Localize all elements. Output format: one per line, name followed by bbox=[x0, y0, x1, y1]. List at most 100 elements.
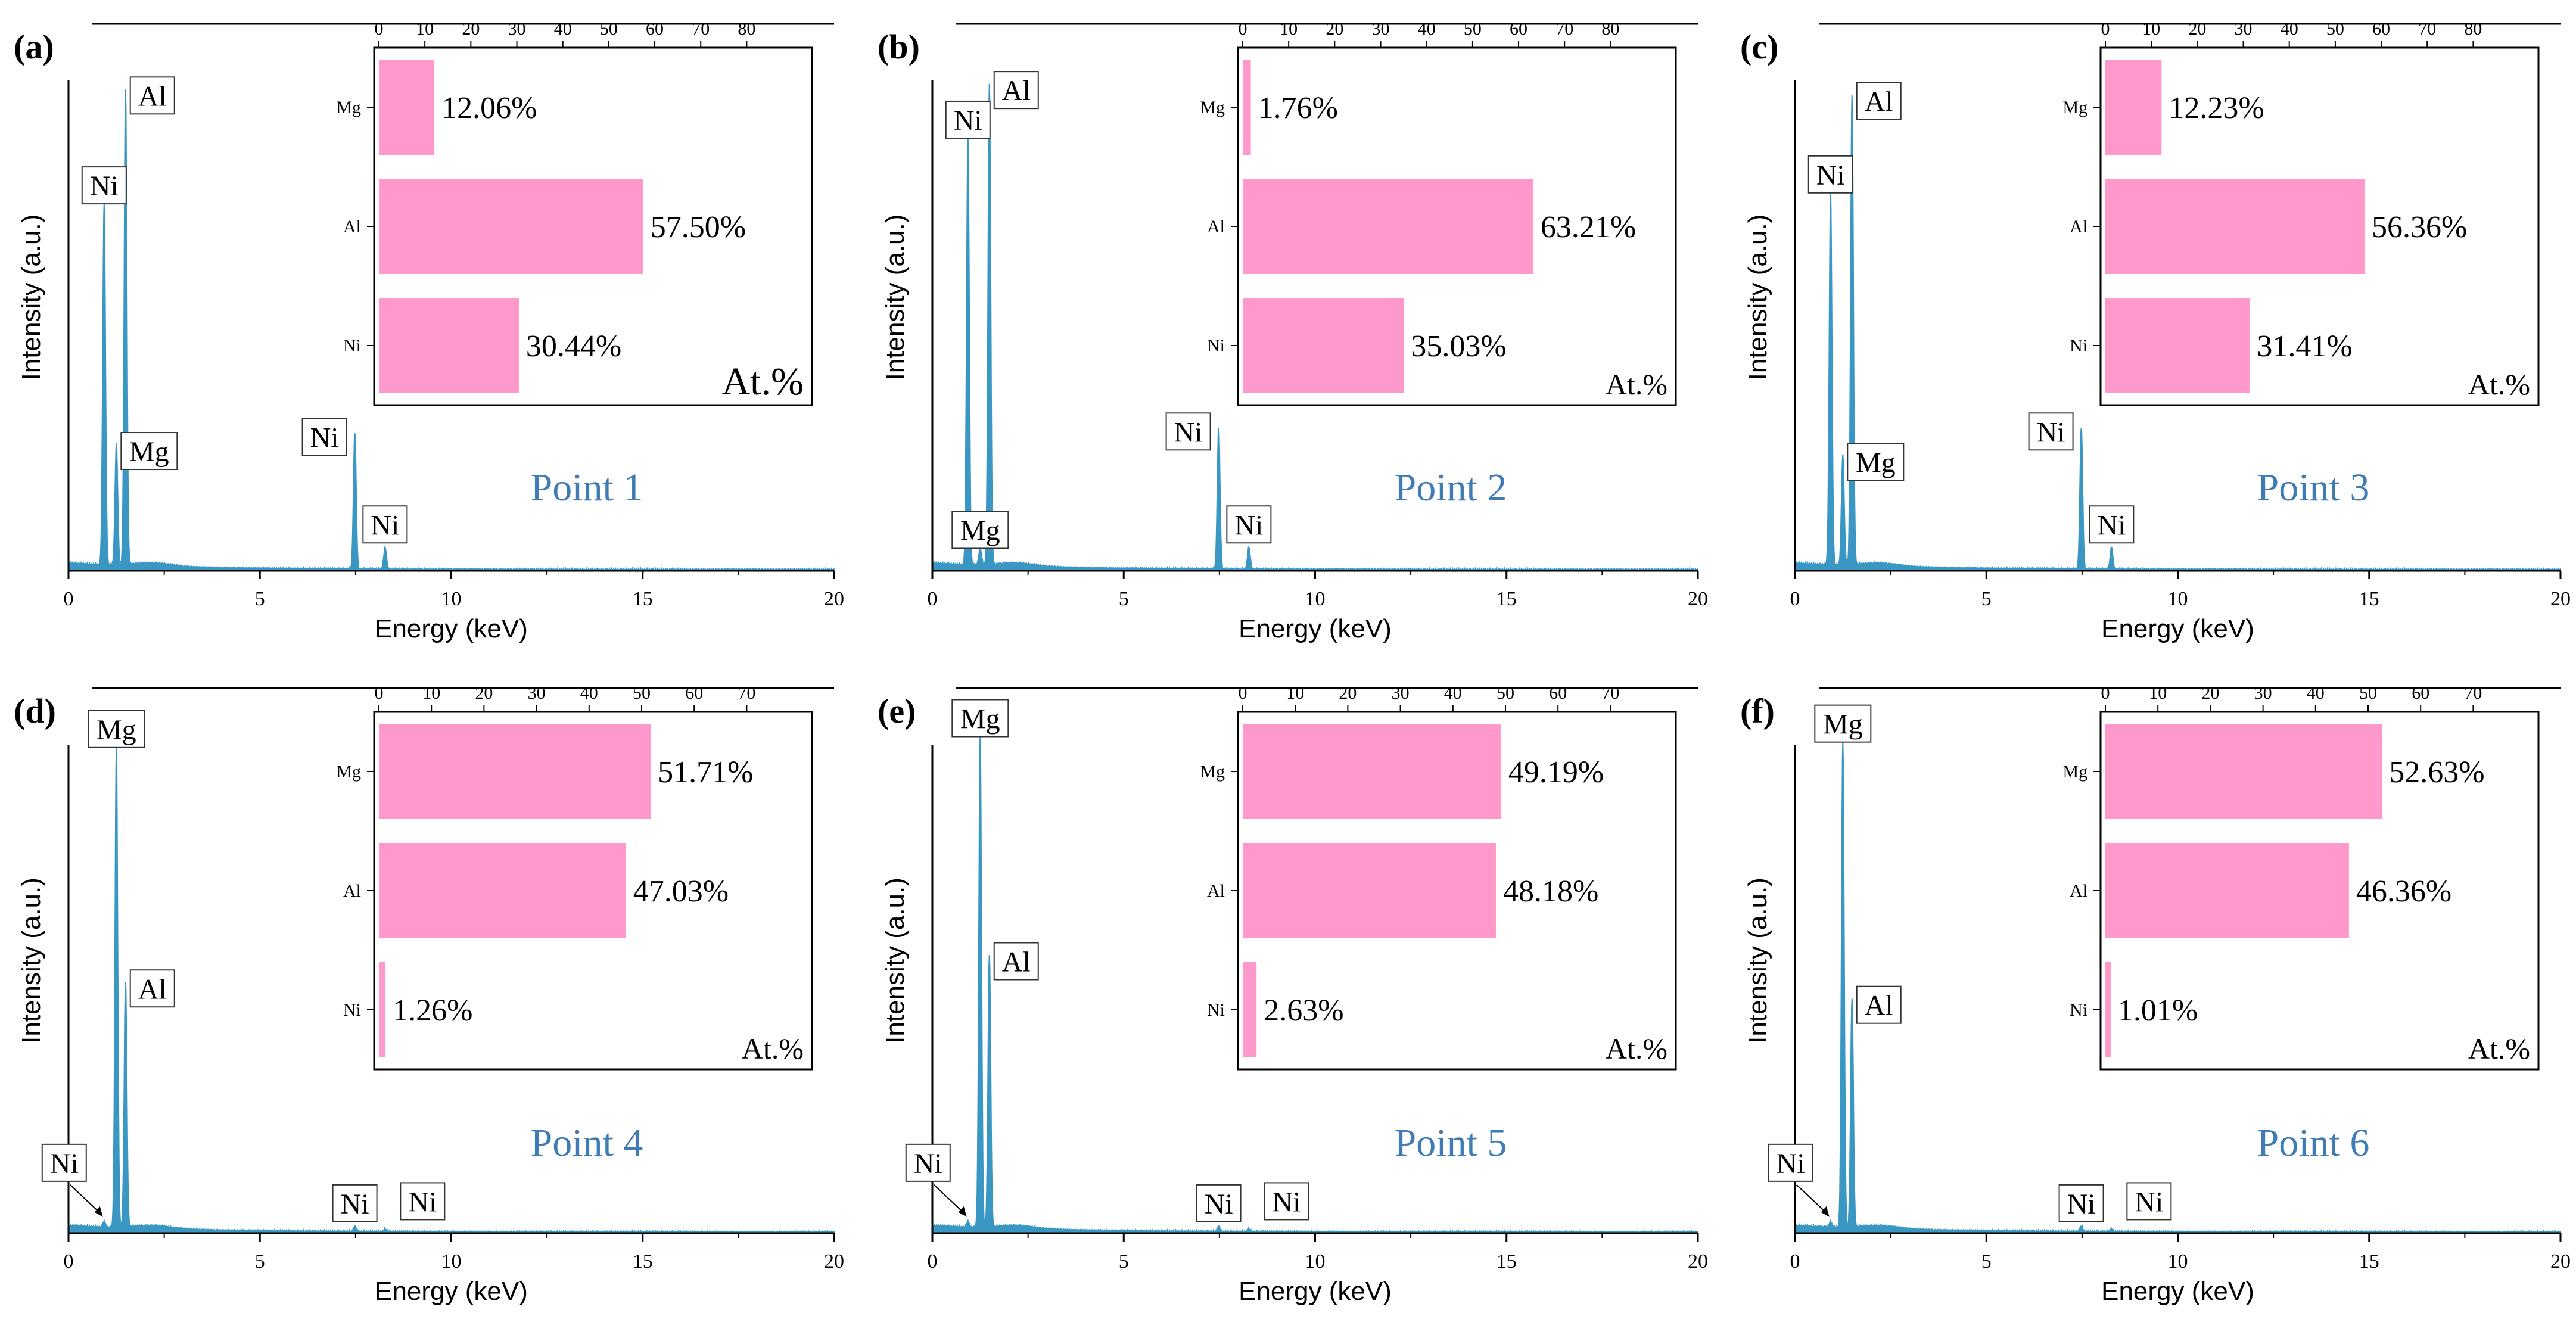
peak-label: Ni bbox=[2089, 505, 2135, 544]
inset-unit-label: At.% bbox=[722, 360, 804, 403]
inset-value-label: 63.21% bbox=[1541, 210, 1636, 244]
inset-bar bbox=[379, 60, 435, 155]
inset-tick-label: 80 bbox=[738, 19, 755, 39]
peak-arrow-head bbox=[958, 1206, 967, 1217]
peak-label-text: Ni bbox=[1174, 416, 1203, 448]
x-tick-label: 5 bbox=[1119, 1250, 1129, 1272]
eds-spectrum bbox=[68, 89, 835, 573]
eds-spectrum bbox=[932, 735, 1698, 1235]
inset-category-label: Ni bbox=[2070, 1000, 2087, 1020]
inset-tick-label: 30 bbox=[2254, 683, 2272, 703]
x-tick-label: 20 bbox=[1688, 588, 1708, 610]
panel-letter: (b) bbox=[878, 27, 920, 66]
peak-label: Mg bbox=[1814, 704, 1872, 743]
peak-label: Ni bbox=[301, 418, 347, 456]
peak-label-text: Ni bbox=[914, 1148, 942, 1180]
y-axis-label: Intensity (a.u.) bbox=[1743, 214, 1772, 381]
inset-tick-label: 70 bbox=[738, 683, 755, 703]
inset-value-label: 52.63% bbox=[2389, 755, 2484, 789]
inset-bar bbox=[1243, 843, 1496, 938]
inset-tick-label: 70 bbox=[2418, 19, 2436, 39]
peak-label: Ni bbox=[400, 1182, 446, 1221]
peak-label-box bbox=[993, 942, 1039, 981]
inset-value-label: 1.76% bbox=[1258, 91, 1338, 125]
peak-label-box bbox=[1807, 155, 1853, 194]
inset-tick-label: 10 bbox=[1286, 683, 1304, 703]
panel-letter: (c) bbox=[1740, 27, 1778, 66]
x-tick-label: 10 bbox=[2168, 588, 2188, 610]
inset-bar bbox=[379, 724, 651, 819]
peak-label-box bbox=[2089, 505, 2135, 544]
y-axis-label: Intensity (a.u.) bbox=[881, 214, 910, 381]
inset-category-label: Mg bbox=[336, 762, 361, 782]
panel-b: (b) 0 5 10 15 20 Energy (keV) Intensity (a.u.) A… bbox=[878, 19, 1708, 643]
peak-label-text: Ni bbox=[2067, 1188, 2096, 1220]
x-tick-label: 20 bbox=[824, 588, 844, 610]
peak-label: Ni bbox=[2028, 412, 2074, 451]
x-tick-label: 10 bbox=[441, 1250, 462, 1272]
peak-label-text: Ni bbox=[1272, 1186, 1301, 1218]
peak-label-box bbox=[400, 1182, 446, 1221]
inset-tick-label: 30 bbox=[1392, 683, 1410, 703]
inset-tick-label: 70 bbox=[692, 19, 710, 39]
inset-category-label: Ni bbox=[2070, 336, 2087, 356]
peak-arrow-head bbox=[94, 1206, 103, 1217]
x-tick-label: 0 bbox=[928, 588, 938, 610]
panel-letter: (e) bbox=[878, 692, 916, 730]
inset-unit-label: At.% bbox=[2468, 368, 2530, 401]
peak-label-text: Mg bbox=[1823, 709, 1863, 740]
inset-tick-label: 60 bbox=[1510, 19, 1527, 39]
peak-label: Ni bbox=[362, 505, 408, 544]
peak-label: Ni bbox=[905, 1143, 967, 1217]
y-axis-label: Intensity (a.u.) bbox=[881, 878, 910, 1044]
inset-tick-label: 20 bbox=[1339, 683, 1357, 703]
peak-label-text: Al bbox=[1865, 990, 1893, 1022]
inset-tick-label: 30 bbox=[1372, 19, 1390, 39]
inset-tick-label: 70 bbox=[2464, 683, 2482, 703]
peak-label-text: Al bbox=[138, 973, 167, 1005]
peak-label-box bbox=[1768, 1143, 1813, 1182]
inset-tick-label: 50 bbox=[600, 19, 618, 39]
inset-tick-label: 70 bbox=[1555, 19, 1573, 39]
y-axis-label: Intensity (a.u.) bbox=[17, 878, 46, 1044]
peak-label: Ni bbox=[1768, 1143, 1830, 1217]
peak-label-text: Mg bbox=[97, 714, 136, 746]
point-label: Point 5 bbox=[1395, 1121, 1507, 1165]
panel-d: (d) 0 5 10 15 20 Energy (keV) Intensity (a.u.) M… bbox=[14, 683, 844, 1306]
inset-bar-chart: 0 10 20 30 40 50 60 70 Mg 52.63% Al 46.36% Ni 1.01% At… bbox=[2062, 683, 2540, 1071]
inset-bar bbox=[2105, 724, 2382, 819]
inset-category-label: Mg bbox=[336, 98, 361, 117]
point-label: Point 4 bbox=[531, 1121, 643, 1165]
peak-label-box bbox=[362, 505, 408, 544]
inset-tick-label: 60 bbox=[1549, 683, 1567, 703]
inset-tick-label: 50 bbox=[1497, 683, 1514, 703]
peak-label-text: Ni bbox=[341, 1188, 369, 1220]
inset-bar bbox=[379, 843, 626, 938]
inset-bar-chart: 0 10 20 30 40 50 60 70 80 Mg 12.06% Al 57.50% Ni 30.44… bbox=[336, 19, 813, 406]
inset-bar-chart: 0 10 20 30 40 50 60 70 80 Mg 12.23% Al 56.36% Ni 31.41… bbox=[2062, 19, 2540, 406]
peak-label-box bbox=[41, 1143, 87, 1182]
peak-label-text: Ni bbox=[310, 422, 339, 454]
inset-tick-label: 40 bbox=[554, 19, 572, 39]
panel-c: (c) 0 5 10 15 20 Energy (keV) Intensity (a.u.) A… bbox=[1740, 19, 2571, 643]
peak-label-box bbox=[945, 100, 991, 139]
inset-tick-label: 0 bbox=[1239, 683, 1247, 703]
inset-tick-label: 40 bbox=[1418, 19, 1436, 39]
x-axis-label: Energy (keV) bbox=[375, 1277, 528, 1306]
peak-label: Mg bbox=[1847, 443, 1905, 481]
peak-label-text: Al bbox=[138, 80, 167, 112]
x-tick-label: 15 bbox=[633, 1250, 653, 1272]
eds-spectrum bbox=[1794, 740, 2561, 1235]
peak-arrow-head bbox=[1821, 1206, 1830, 1217]
inset-value-label: 56.36% bbox=[2372, 210, 2467, 244]
peak-label-box bbox=[301, 418, 347, 456]
inset-value-label: 1.01% bbox=[2118, 994, 2198, 1028]
peak-label: Ni bbox=[1807, 155, 1853, 194]
peak-label-text: Ni bbox=[408, 1186, 437, 1218]
peak-label: Ni bbox=[1196, 1184, 1242, 1222]
inset-category-label: Ni bbox=[1207, 1000, 1225, 1020]
peak-label: Al bbox=[993, 942, 1039, 981]
eds-spectrum bbox=[932, 83, 1698, 573]
inset-bar bbox=[2105, 843, 2349, 938]
peak-label-text: Ni bbox=[2037, 416, 2065, 448]
